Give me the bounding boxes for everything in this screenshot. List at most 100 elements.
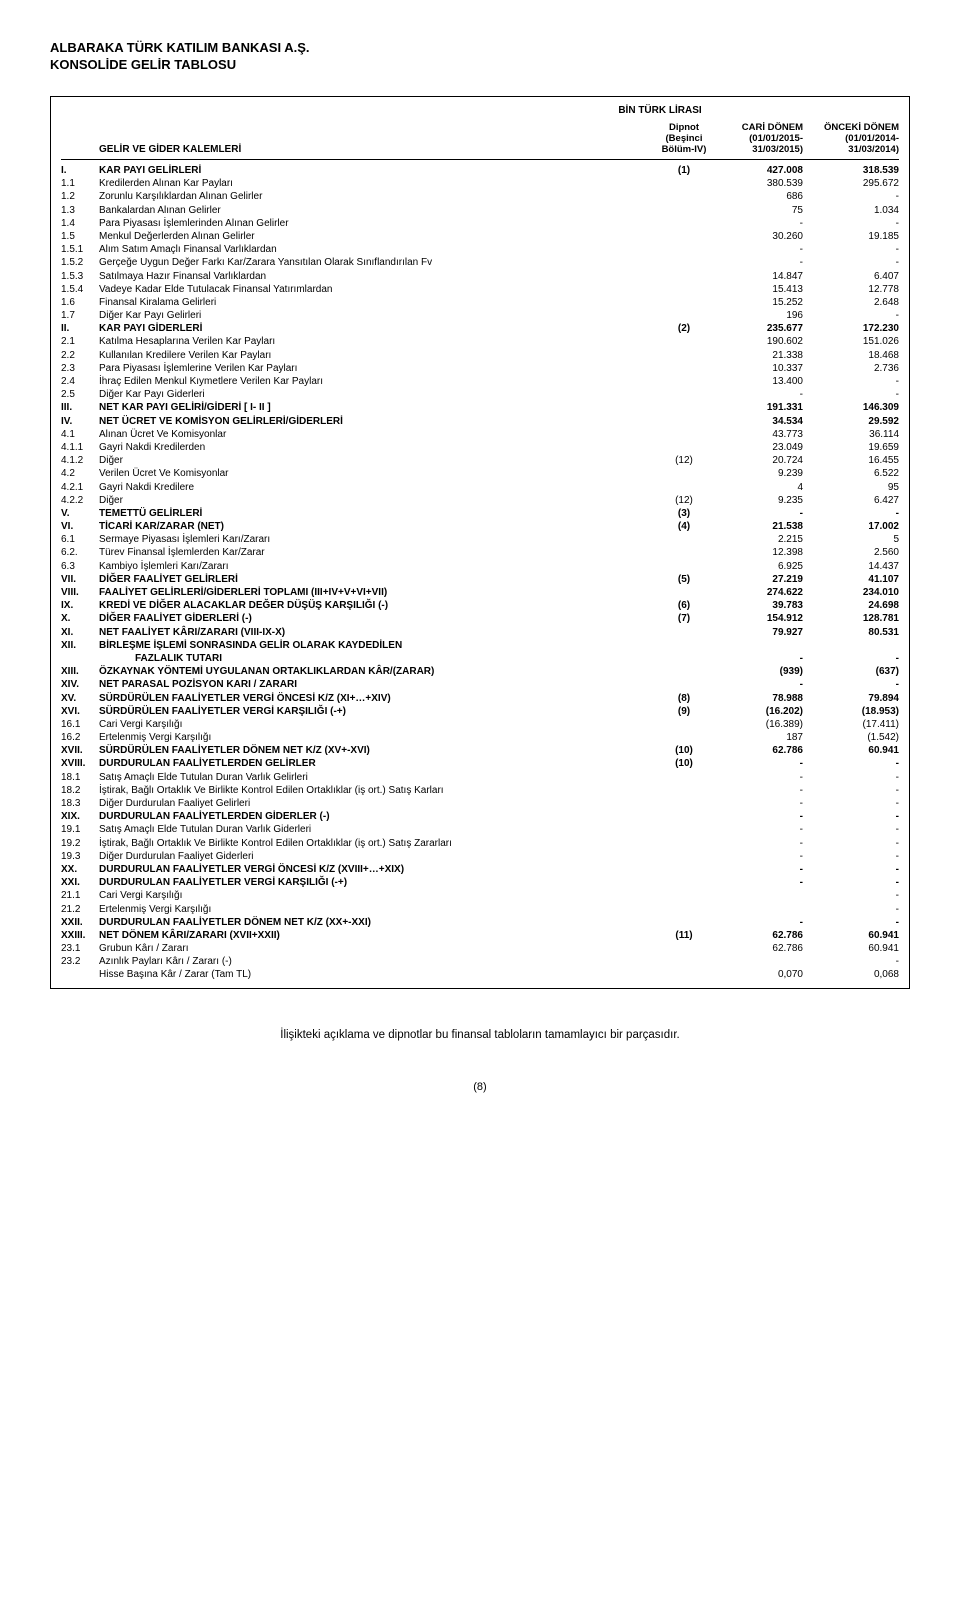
row-dipnot bbox=[649, 401, 719, 414]
row-code: 1.6 bbox=[61, 296, 99, 309]
row-code bbox=[61, 968, 99, 981]
row-dipnot bbox=[649, 230, 719, 243]
table-row: 1.2Zorunlu Karşılıklardan Alınan Gelirle… bbox=[61, 190, 899, 203]
row-current: 686 bbox=[719, 190, 809, 203]
row-dipnot bbox=[649, 837, 719, 850]
company-title: ALBARAKA TÜRK KATILIM BANKASI A.Ş. bbox=[50, 40, 910, 55]
table-row: V.TEMETTÜ GELİRLERİ(3)-- bbox=[61, 507, 899, 520]
row-code: 1.3 bbox=[61, 204, 99, 217]
row-current: 20.724 bbox=[719, 454, 809, 467]
row-code: 2.3 bbox=[61, 362, 99, 375]
row-dipnot bbox=[649, 270, 719, 283]
row-code: 19.3 bbox=[61, 850, 99, 863]
table-row: 21.1Cari Vergi Karşılığı- bbox=[61, 889, 899, 902]
row-current: - bbox=[719, 823, 809, 836]
row-dipnot: (12) bbox=[649, 494, 719, 507]
row-desc: NET ÜCRET VE KOMİSYON GELİRLERİ/GİDERLER… bbox=[99, 415, 649, 428]
row-dipnot bbox=[649, 533, 719, 546]
row-dipnot bbox=[649, 467, 719, 480]
row-desc: Katılma Hesaplarına Verilen Kar Payları bbox=[99, 335, 649, 348]
row-code: 2.5 bbox=[61, 388, 99, 401]
row-previous: 41.107 bbox=[809, 573, 899, 586]
row-previous: 36.114 bbox=[809, 428, 899, 441]
row-dipnot bbox=[649, 823, 719, 836]
row-current: - bbox=[719, 784, 809, 797]
table-row: I.KAR PAYI GELİRLERİ(1)427.008318.539 bbox=[61, 164, 899, 177]
row-current: - bbox=[719, 916, 809, 929]
row-dipnot bbox=[649, 335, 719, 348]
row-current: - bbox=[719, 256, 809, 269]
row-dipnot bbox=[649, 678, 719, 691]
row-code: 21.2 bbox=[61, 903, 99, 916]
row-code: 4.1 bbox=[61, 428, 99, 441]
row-desc: DİĞER FAALİYET GELİRLERİ bbox=[99, 573, 649, 586]
row-code: XVIII. bbox=[61, 757, 99, 770]
row-desc: Diğer bbox=[99, 454, 649, 467]
row-dipnot: (3) bbox=[649, 507, 719, 520]
row-code: IX. bbox=[61, 599, 99, 612]
row-previous: 318.539 bbox=[809, 164, 899, 177]
row-desc: FAALİYET GELİRLERİ/GİDERLERİ TOPLAMI (II… bbox=[99, 586, 649, 599]
row-code: 1.2 bbox=[61, 190, 99, 203]
row-code: 19.1 bbox=[61, 823, 99, 836]
row-dipnot bbox=[649, 784, 719, 797]
row-dipnot bbox=[649, 889, 719, 902]
row-current: 380.539 bbox=[719, 177, 809, 190]
row-desc: DURDURULAN FAALİYETLERDEN GİDERLER (-) bbox=[99, 810, 649, 823]
row-desc: KREDİ VE DİĞER ALACAKLAR DEĞER DÜŞÜŞ KAR… bbox=[99, 599, 649, 612]
row-previous: - bbox=[809, 863, 899, 876]
table-row: 2.3Para Piyasası İşlemlerine Verilen Kar… bbox=[61, 362, 899, 375]
row-code: 6.1 bbox=[61, 533, 99, 546]
table-row: XIII.ÖZKAYNAK YÖNTEMİ UYGULANAN ORTAKLIK… bbox=[61, 665, 899, 678]
row-desc: Zorunlu Karşılıklardan Alınan Gelirler bbox=[99, 190, 649, 203]
row-desc: Ertelenmiş Vergi Karşılığı bbox=[99, 731, 649, 744]
row-code: XVII. bbox=[61, 744, 99, 757]
row-desc: Gayri Nakdi Kredilere bbox=[99, 481, 649, 494]
row-code: 16.1 bbox=[61, 718, 99, 731]
table-row: FAZLALIK TUTARI-- bbox=[61, 652, 899, 665]
row-code: XX. bbox=[61, 863, 99, 876]
row-current: 190.602 bbox=[719, 335, 809, 348]
row-current: - bbox=[719, 757, 809, 770]
row-desc: Gayri Nakdi Kredilerden bbox=[99, 441, 649, 454]
table-row: III.NET KAR PAYI GELİRİ/GİDERİ [ I- II ]… bbox=[61, 401, 899, 414]
row-desc: KAR PAYI GELİRLERİ bbox=[99, 164, 649, 177]
row-desc: İştirak, Bağlı Ortaklık Ve Birlikte Kont… bbox=[99, 837, 649, 850]
row-current: 21.538 bbox=[719, 520, 809, 533]
income-table: BİN TÜRK LİRASI GELİR VE GİDER KALEMLERİ… bbox=[50, 96, 910, 989]
row-current: 9.235 bbox=[719, 494, 809, 507]
row-dipnot bbox=[649, 665, 719, 678]
row-previous: 79.894 bbox=[809, 692, 899, 705]
page-number: (8) bbox=[50, 1081, 910, 1093]
table-row: VI.TİCARİ KAR/ZARAR (NET)(4)21.53817.002 bbox=[61, 520, 899, 533]
table-row: 2.4İhraç Edilen Menkul Kıymetlere Verile… bbox=[61, 375, 899, 388]
row-previous: (18.953) bbox=[809, 705, 899, 718]
table-row: 1.4Para Piyasası İşlemlerinden Alınan Ge… bbox=[61, 217, 899, 230]
row-dipnot bbox=[649, 876, 719, 889]
row-code: VIII. bbox=[61, 586, 99, 599]
row-dipnot: (9) bbox=[649, 705, 719, 718]
table-row: XVIII.DURDURULAN FAALİYETLERDEN GELİRLER… bbox=[61, 757, 899, 770]
row-current: - bbox=[719, 771, 809, 784]
row-current: - bbox=[719, 507, 809, 520]
row-desc: Kredilerden Alınan Kar Payları bbox=[99, 177, 649, 190]
table-row: 1.5.2Gerçeğe Uygun Değer Farkı Kar/Zarar… bbox=[61, 256, 899, 269]
row-dipnot bbox=[649, 546, 719, 559]
row-desc: TİCARİ KAR/ZARAR (NET) bbox=[99, 520, 649, 533]
row-current: 30.260 bbox=[719, 230, 809, 243]
row-code: XI. bbox=[61, 626, 99, 639]
row-current: 196 bbox=[719, 309, 809, 322]
row-current bbox=[719, 889, 809, 902]
row-desc: TEMETTÜ GELİRLERİ bbox=[99, 507, 649, 520]
row-desc: Bankalardan Alınan Gelirler bbox=[99, 204, 649, 217]
row-previous: - bbox=[809, 652, 899, 665]
row-previous: - bbox=[809, 217, 899, 230]
row-previous: - bbox=[809, 810, 899, 823]
row-dipnot: (1) bbox=[649, 164, 719, 177]
row-code: 16.2 bbox=[61, 731, 99, 744]
row-current: 427.008 bbox=[719, 164, 809, 177]
row-current: 4 bbox=[719, 481, 809, 494]
table-row: 1.3Bankalardan Alınan Gelirler751.034 bbox=[61, 204, 899, 217]
row-desc: Finansal Kiralama Gelirleri bbox=[99, 296, 649, 309]
row-code: 21.1 bbox=[61, 889, 99, 902]
